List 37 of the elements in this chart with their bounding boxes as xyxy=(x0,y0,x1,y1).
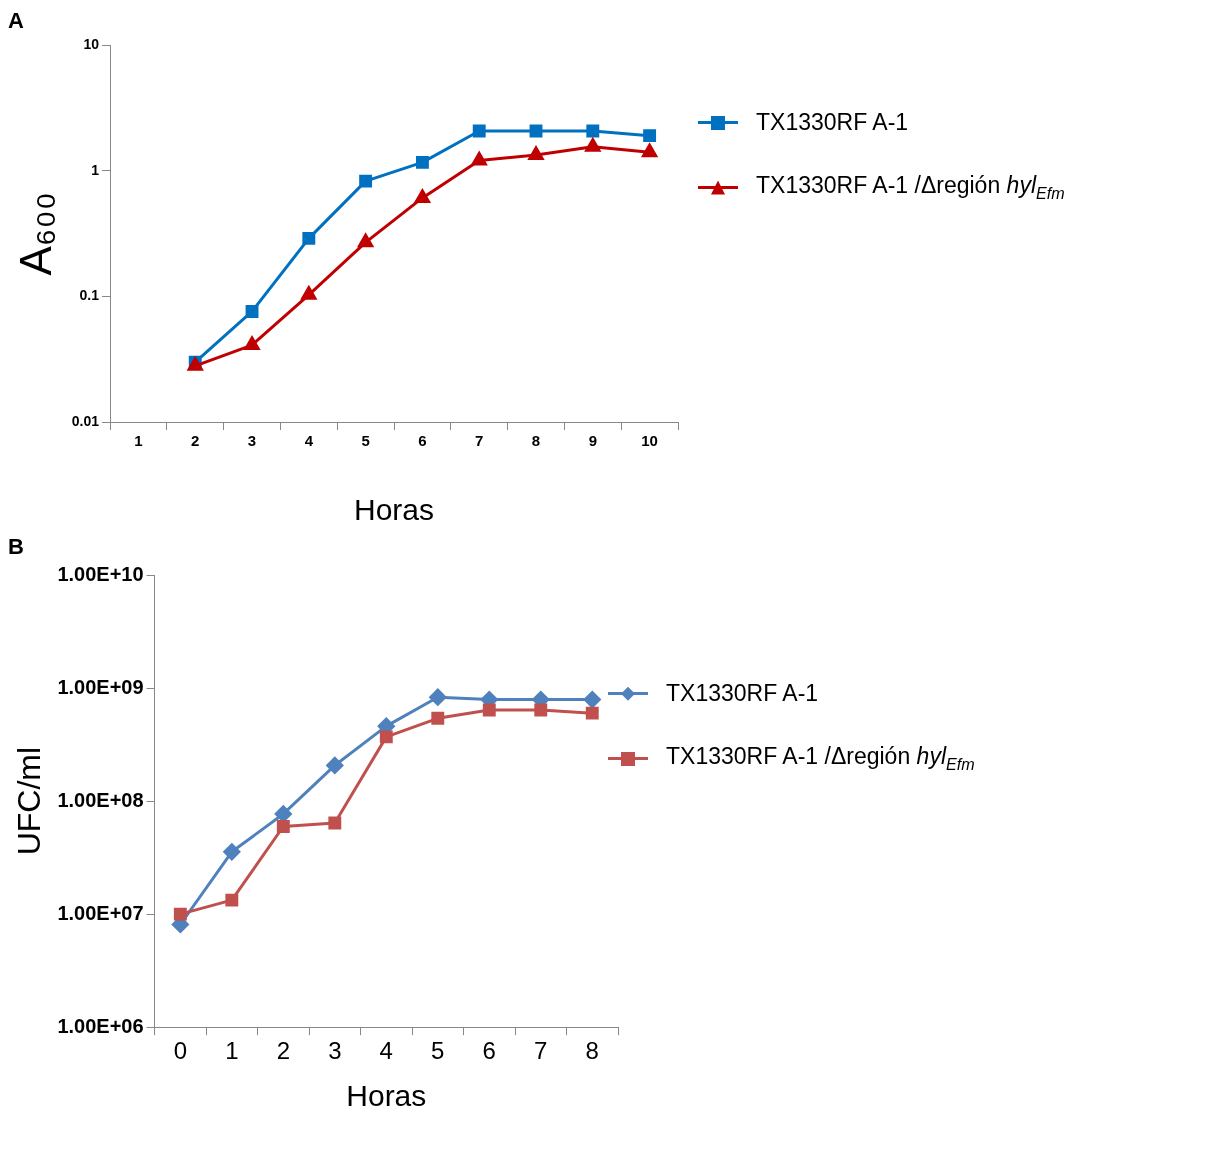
y-tick-label: 1.00E+06 xyxy=(57,1014,144,1037)
x-tick-label: 0 xyxy=(173,1037,188,1065)
x-tick-label: 5 xyxy=(431,1037,445,1065)
text: A xyxy=(8,8,25,34)
x-tick-label: 9 xyxy=(588,432,597,450)
legend-label: TX1330RF A-1 /Δregión hyl$_{Efm}$ xyxy=(666,743,975,774)
x-tick-label: 4 xyxy=(379,1037,393,1065)
x-tick-label: 7 xyxy=(475,432,484,450)
x-tick-label: 10 xyxy=(641,432,658,450)
y-tick-label: 10 xyxy=(83,36,100,53)
x-tick-label: 2 xyxy=(276,1037,290,1065)
x-tick-label: 5 xyxy=(361,432,370,450)
x-tick-label: 6 xyxy=(482,1037,496,1065)
y-tick-label: 1.00E+07 xyxy=(57,901,144,924)
x-tick-label: 2 xyxy=(191,432,200,450)
x-tick-label: 4 xyxy=(304,432,314,450)
y-tick-label: 1.00E+10 xyxy=(57,562,144,585)
y-tick-label: 1.00E+09 xyxy=(57,675,144,698)
y-axis-title: A₆₀₀ xyxy=(10,191,60,276)
y-axis-title: UFC/ml xyxy=(11,746,48,856)
x-axis-title: Horas xyxy=(354,493,435,527)
y-tick-label: 0.01 xyxy=(71,412,100,429)
x-tick-label: 7 xyxy=(534,1037,548,1065)
legend-label: TX1330RF A-1 xyxy=(756,109,909,137)
y-tick-label: 1 xyxy=(91,161,100,178)
x-tick-label: 3 xyxy=(328,1037,342,1065)
x-tick-label: 1 xyxy=(225,1037,239,1065)
x-tick-label: 6 xyxy=(418,432,427,450)
x-tick-label: 3 xyxy=(247,432,257,450)
x-tick-label: 8 xyxy=(531,432,541,450)
legend-label: TX1330RF A-1 /Δregión hyl$_{Efm}$ xyxy=(756,172,1065,203)
legend-label: TX1330RF A-1 xyxy=(666,680,819,708)
y-tick-label: 0.1 xyxy=(79,287,100,304)
x-axis-title: Horas xyxy=(346,1079,427,1113)
x-tick-label: 8 xyxy=(585,1037,599,1065)
y-tick-label: 1.00E+08 xyxy=(57,788,144,811)
text: B xyxy=(8,534,25,560)
